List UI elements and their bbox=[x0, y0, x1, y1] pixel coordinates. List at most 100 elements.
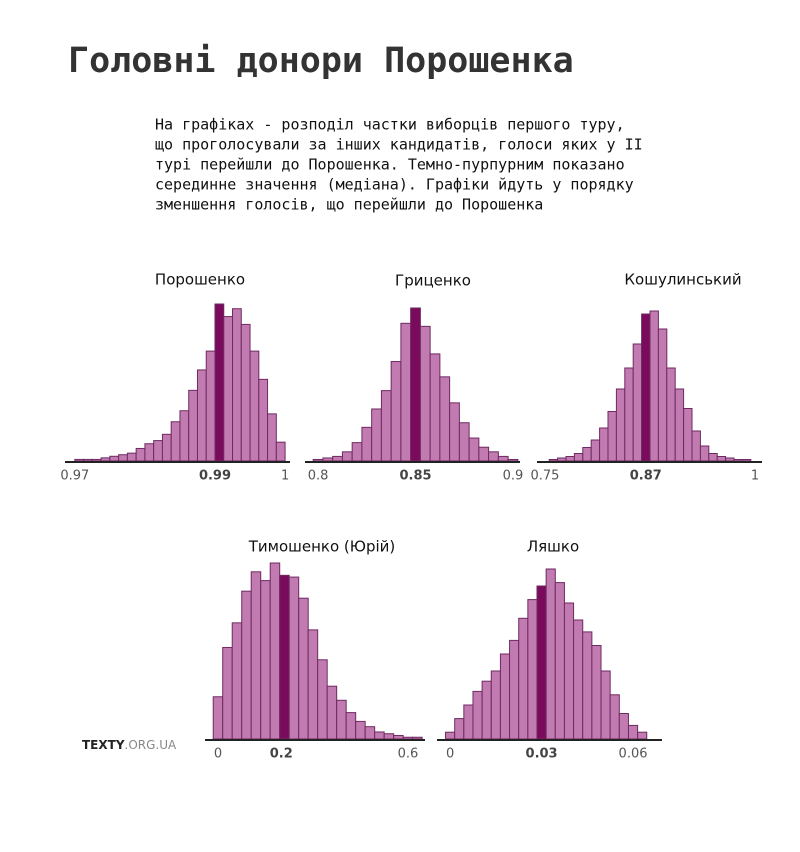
bar bbox=[725, 457, 735, 462]
median-bar bbox=[641, 313, 651, 462]
bar bbox=[573, 619, 584, 740]
bar bbox=[170, 421, 181, 462]
median-bar bbox=[214, 303, 225, 462]
bar bbox=[144, 443, 155, 462]
bar bbox=[393, 734, 404, 740]
bar bbox=[607, 411, 617, 462]
bar bbox=[135, 447, 146, 462]
bar bbox=[383, 733, 395, 740]
bar bbox=[632, 343, 643, 462]
x-tick-label: 0.85 bbox=[399, 469, 431, 484]
x-tick-label: 1 bbox=[751, 469, 759, 484]
x-tick-label: 0.03 bbox=[526, 747, 558, 762]
bar bbox=[582, 447, 592, 462]
bar bbox=[364, 726, 376, 740]
chart-title: Гриценко bbox=[395, 272, 471, 290]
bar bbox=[307, 629, 319, 740]
bar bbox=[341, 451, 353, 462]
x-tick-label: 0.87 bbox=[630, 469, 662, 484]
bar bbox=[497, 455, 509, 462]
bar bbox=[260, 580, 271, 740]
bar bbox=[478, 446, 490, 462]
x-tick-label: 0.6 bbox=[398, 747, 419, 762]
bar bbox=[258, 378, 269, 462]
logo-domain: .ORG.UA bbox=[125, 738, 177, 752]
bar bbox=[336, 699, 347, 740]
bar bbox=[109, 455, 120, 462]
bar bbox=[600, 670, 611, 740]
bar bbox=[716, 456, 727, 462]
bar bbox=[683, 408, 693, 462]
bar bbox=[449, 402, 460, 462]
bar bbox=[402, 736, 414, 740]
bar bbox=[322, 457, 334, 462]
bar bbox=[590, 439, 601, 462]
bar bbox=[222, 646, 233, 740]
x-tick-label: 0.99 bbox=[199, 469, 231, 484]
bar bbox=[657, 328, 668, 462]
bar bbox=[708, 453, 718, 462]
bar bbox=[599, 427, 609, 462]
bar bbox=[231, 622, 243, 740]
bar bbox=[267, 413, 277, 462]
bar bbox=[691, 430, 701, 462]
chart-title: Кошулинський bbox=[624, 271, 741, 289]
bar bbox=[419, 325, 431, 462]
x-tick-label: 0.06 bbox=[619, 747, 648, 762]
bar bbox=[472, 690, 483, 740]
median-bar bbox=[410, 307, 421, 462]
description-line: зменшення голосів, що перейшли до Пороше… bbox=[155, 196, 543, 214]
x-tick-label: 0.2 bbox=[270, 747, 293, 762]
bar bbox=[468, 437, 480, 462]
bar bbox=[627, 724, 639, 740]
bar bbox=[205, 350, 216, 462]
bar bbox=[458, 422, 470, 462]
bar bbox=[591, 645, 602, 740]
bar bbox=[390, 361, 402, 462]
bar bbox=[355, 720, 366, 740]
x-tick-label: 0.8 bbox=[308, 469, 329, 484]
bar bbox=[557, 457, 567, 462]
bar bbox=[527, 599, 538, 740]
median-bar bbox=[536, 585, 547, 740]
chart-title: Тимошенко (Юрій) bbox=[248, 538, 396, 556]
bar bbox=[582, 631, 593, 740]
bar bbox=[275, 441, 286, 462]
bar bbox=[649, 310, 659, 462]
bar bbox=[345, 712, 357, 740]
bar bbox=[250, 571, 262, 740]
x-tick-label: 0.97 bbox=[60, 469, 89, 484]
bar bbox=[332, 455, 343, 462]
bar bbox=[91, 458, 102, 462]
bar bbox=[454, 718, 465, 740]
bar bbox=[554, 582, 565, 740]
bar bbox=[161, 433, 172, 462]
bar bbox=[624, 367, 634, 462]
logo: TEXTY.ORG.UA bbox=[82, 738, 177, 752]
bar bbox=[609, 694, 620, 740]
bar bbox=[565, 456, 575, 462]
x-tick-label: 0.9 bbox=[503, 469, 524, 484]
bar bbox=[439, 376, 451, 462]
bar bbox=[674, 388, 685, 462]
bar bbox=[240, 323, 251, 462]
bar bbox=[371, 408, 382, 462]
bar bbox=[507, 458, 519, 462]
bar bbox=[481, 680, 492, 740]
bar bbox=[374, 731, 385, 740]
bar bbox=[573, 453, 584, 462]
bar bbox=[249, 350, 260, 462]
bar bbox=[361, 426, 373, 462]
bar bbox=[179, 410, 190, 462]
bar bbox=[126, 452, 137, 462]
bar bbox=[429, 353, 441, 462]
bar bbox=[83, 458, 93, 462]
bar bbox=[445, 731, 456, 740]
bar bbox=[312, 458, 324, 462]
bar bbox=[699, 445, 710, 462]
bar bbox=[326, 685, 338, 740]
bar bbox=[298, 597, 309, 740]
bar bbox=[545, 568, 556, 740]
